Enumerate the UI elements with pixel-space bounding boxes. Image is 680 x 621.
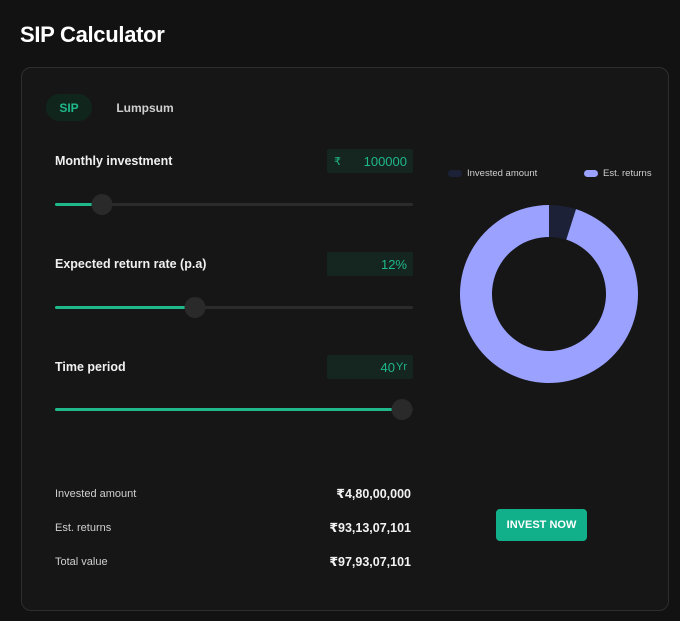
page-title: SIP Calculator — [20, 22, 165, 47]
summary-invested-value: ₹4,80,00,000 — [336, 487, 411, 501]
slider-thumb[interactable] — [391, 399, 413, 420]
summary-invested-label: Invested amount — [55, 488, 137, 500]
time-period-input[interactable]: 40 Yr — [327, 355, 413, 379]
slider-fill — [55, 408, 403, 411]
summary-total-label: Total value — [55, 556, 108, 568]
legend-returns-label: Est. returns — [603, 168, 652, 179]
monthly-investment-slider[interactable] — [55, 194, 413, 215]
time-period-unit: Yr — [396, 361, 407, 373]
monthly-investment-value: 100000 — [363, 153, 407, 169]
slider-fill — [55, 203, 102, 206]
slider-thumb[interactable] — [184, 297, 206, 318]
legend-invested-swatch — [448, 170, 462, 177]
monthly-investment-input[interactable]: ₹ 100000 — [327, 149, 413, 173]
donut-slice-returns — [460, 205, 638, 383]
time-period-slider[interactable] — [55, 399, 413, 420]
return-rate-label: Expected return rate (p.a) — [55, 257, 207, 271]
slider-track — [55, 306, 413, 309]
return-rate-input[interactable]: 12% — [327, 252, 413, 276]
invest-now-button[interactable]: INVEST NOW — [496, 509, 587, 541]
time-period-label: Time period — [55, 360, 126, 374]
summary-total-value: ₹97,93,07,101 — [329, 555, 411, 569]
returns-donut-chart — [460, 205, 638, 383]
tab-sip[interactable]: SIP — [46, 94, 92, 121]
slider-fill — [55, 306, 195, 309]
donut-slice-invested — [549, 205, 576, 240]
calculator-card: SIP Lumpsum Monthly investment ₹ 100000 … — [21, 67, 669, 611]
legend-invested-label: Invested amount — [467, 168, 538, 179]
legend-invested: Invested amount — [448, 168, 537, 179]
slider-track — [55, 203, 413, 206]
rupee-prefix: ₹ — [334, 155, 341, 168]
legend-returns: Est. returns — [584, 168, 652, 179]
time-period-value: 40 — [380, 359, 395, 375]
summary-returns-value: ₹93,13,07,101 — [329, 521, 411, 535]
return-rate-slider[interactable] — [55, 297, 413, 318]
legend-returns-swatch — [584, 170, 598, 177]
return-rate-value: 12% — [380, 256, 407, 272]
monthly-investment-label: Monthly investment — [55, 154, 173, 168]
summary-returns-label: Est. returns — [55, 522, 112, 534]
slider-thumb[interactable] — [91, 194, 113, 215]
tab-lumpsum[interactable]: Lumpsum — [116, 100, 174, 115]
